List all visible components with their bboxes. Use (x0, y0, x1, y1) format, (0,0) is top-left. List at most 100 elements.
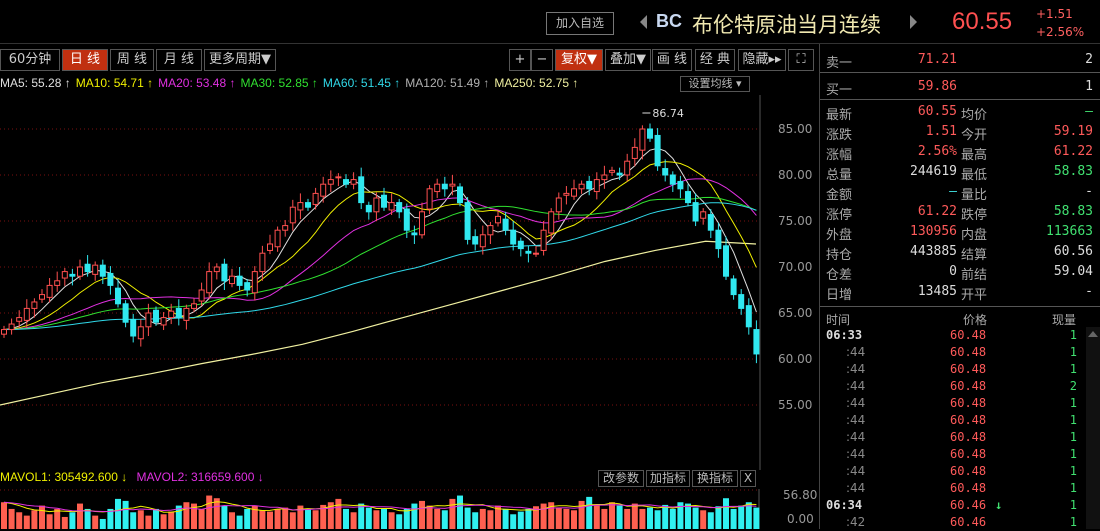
candle (305, 202, 311, 208)
overlay-button[interactable]: 叠加▼ (605, 49, 651, 71)
volume-bar (753, 507, 760, 529)
volume-bar (54, 508, 61, 529)
candle (715, 229, 722, 250)
candle (54, 280, 61, 286)
scroll-up-icon[interactable] (1088, 331, 1098, 337)
instrument-code: BC (656, 11, 682, 31)
volume-bar (533, 506, 539, 529)
volume-bar (548, 502, 555, 529)
hide-button[interactable]: 隐藏▸▸ (738, 49, 786, 71)
candle (388, 202, 395, 211)
volume-bar (624, 508, 631, 529)
quote-value: 58.83 (1053, 204, 1093, 219)
quote-value: 130956 (910, 224, 957, 239)
quote-row: 涨幅 2.56% 最高 61.22 (820, 142, 1100, 163)
candle (320, 183, 327, 197)
mavol1-line (3, 501, 757, 513)
ma-legend-item: MA250: 52.75 ↑ (494, 76, 579, 90)
tick-row: :44 60.48 1 (820, 361, 1100, 378)
quote-value: 13485 (917, 284, 957, 299)
candle (700, 211, 707, 219)
quote-row: 持仓 443885 结算 60.56 (820, 242, 1100, 263)
ask-label: 卖一 (826, 56, 853, 71)
quote-value: 1.51 (925, 124, 957, 139)
volume-chart[interactable] (0, 489, 760, 529)
switch-indicator-button[interactable]: 换指标 (692, 470, 738, 487)
volume-bar (563, 508, 570, 529)
candle (350, 179, 357, 185)
volume-bar (61, 516, 68, 529)
volume-bar (23, 515, 30, 529)
period-tab-4[interactable]: 更多周期▼ (204, 49, 276, 71)
volume-bar (282, 507, 289, 529)
volume-bar (495, 505, 501, 529)
period-tab-2[interactable]: 周 线 (110, 49, 154, 71)
volume-bar (327, 502, 334, 529)
adjust-button[interactable]: 复权▼ (555, 49, 603, 71)
quote-label: 日增 (826, 288, 853, 303)
volume-bar (419, 500, 425, 529)
tick-row: :44 60.48 1 (820, 395, 1100, 412)
volume-bar (320, 504, 327, 529)
next-instrument-icon[interactable] (910, 15, 917, 29)
divider (820, 72, 1100, 73)
period-tab-1[interactable]: 日 线 (62, 49, 108, 71)
ma-legend-item: MA20: 53.48 ↑ (158, 76, 236, 90)
set-ma-button[interactable]: 设置均线 ▾ (680, 76, 750, 92)
candle (639, 128, 646, 151)
classic-button[interactable]: 经 典 (695, 49, 735, 71)
volume-bar (677, 502, 684, 529)
volume-bar (411, 503, 418, 529)
quote-label: 开平 (961, 288, 988, 303)
tick-time: 06:33 (826, 328, 863, 342)
tick-time: :44 (846, 464, 866, 478)
candle (609, 169, 615, 173)
add-to-watchlist-button[interactable]: 加入自选 (546, 12, 614, 35)
fullscreen-button[interactable]: ⛶ (788, 49, 814, 71)
ma30-line (3, 196, 757, 331)
volume-bar (487, 510, 494, 529)
volume-bar (267, 511, 273, 529)
candle (571, 188, 577, 197)
tick-volume: 1 (1069, 396, 1077, 410)
candle (335, 176, 342, 179)
tick-volume: 1 (1069, 345, 1077, 359)
draw-line-button[interactable]: 画 线 (652, 49, 692, 71)
close-indicator-button[interactable]: X (740, 470, 756, 487)
tick-price: 60.48 (950, 345, 987, 359)
volume-bar (122, 500, 129, 529)
volume-bar (517, 511, 524, 529)
prev-instrument-icon[interactable] (640, 15, 647, 29)
zoom-in-button[interactable]: + (509, 49, 531, 71)
volume-bar (457, 495, 463, 529)
ma10-line (3, 161, 757, 331)
change-params-button[interactable]: 改参数 (598, 470, 644, 487)
candle (685, 191, 691, 204)
candle (229, 275, 235, 285)
candle (479, 234, 486, 248)
quote-label: 仓差 (826, 268, 853, 283)
candle (236, 275, 243, 286)
volume-bar (654, 510, 661, 529)
period-tab-0[interactable]: 60分钟 (0, 49, 60, 71)
candle (221, 263, 228, 282)
volume-bar (115, 498, 121, 529)
candle (191, 303, 197, 309)
candle (396, 202, 403, 213)
add-indicator-button[interactable]: 加指标 (646, 470, 690, 487)
period-tab-3[interactable]: 月 线 (156, 49, 202, 71)
quote-ask: 卖一 71.21 2 (820, 50, 1100, 71)
quote-row: 最新 60.55 均价 — (820, 102, 1100, 123)
zoom-out-button[interactable]: − (531, 49, 553, 71)
candle (77, 266, 83, 277)
candle (403, 208, 410, 231)
kline-chart[interactable]: 85.00 80.00 75.00 70.00 65.00 60.00 55.00 86.74 (0, 95, 818, 470)
candle (46, 284, 53, 298)
ma-legend-item: MA120: 51.49 ↑ (405, 76, 490, 90)
candle (411, 232, 418, 236)
tick-scrollbar[interactable] (1086, 327, 1100, 529)
volume-bar (198, 508, 205, 529)
volume-bar (168, 511, 175, 529)
candle (624, 160, 631, 176)
quote-label: 涨停 (826, 208, 853, 223)
